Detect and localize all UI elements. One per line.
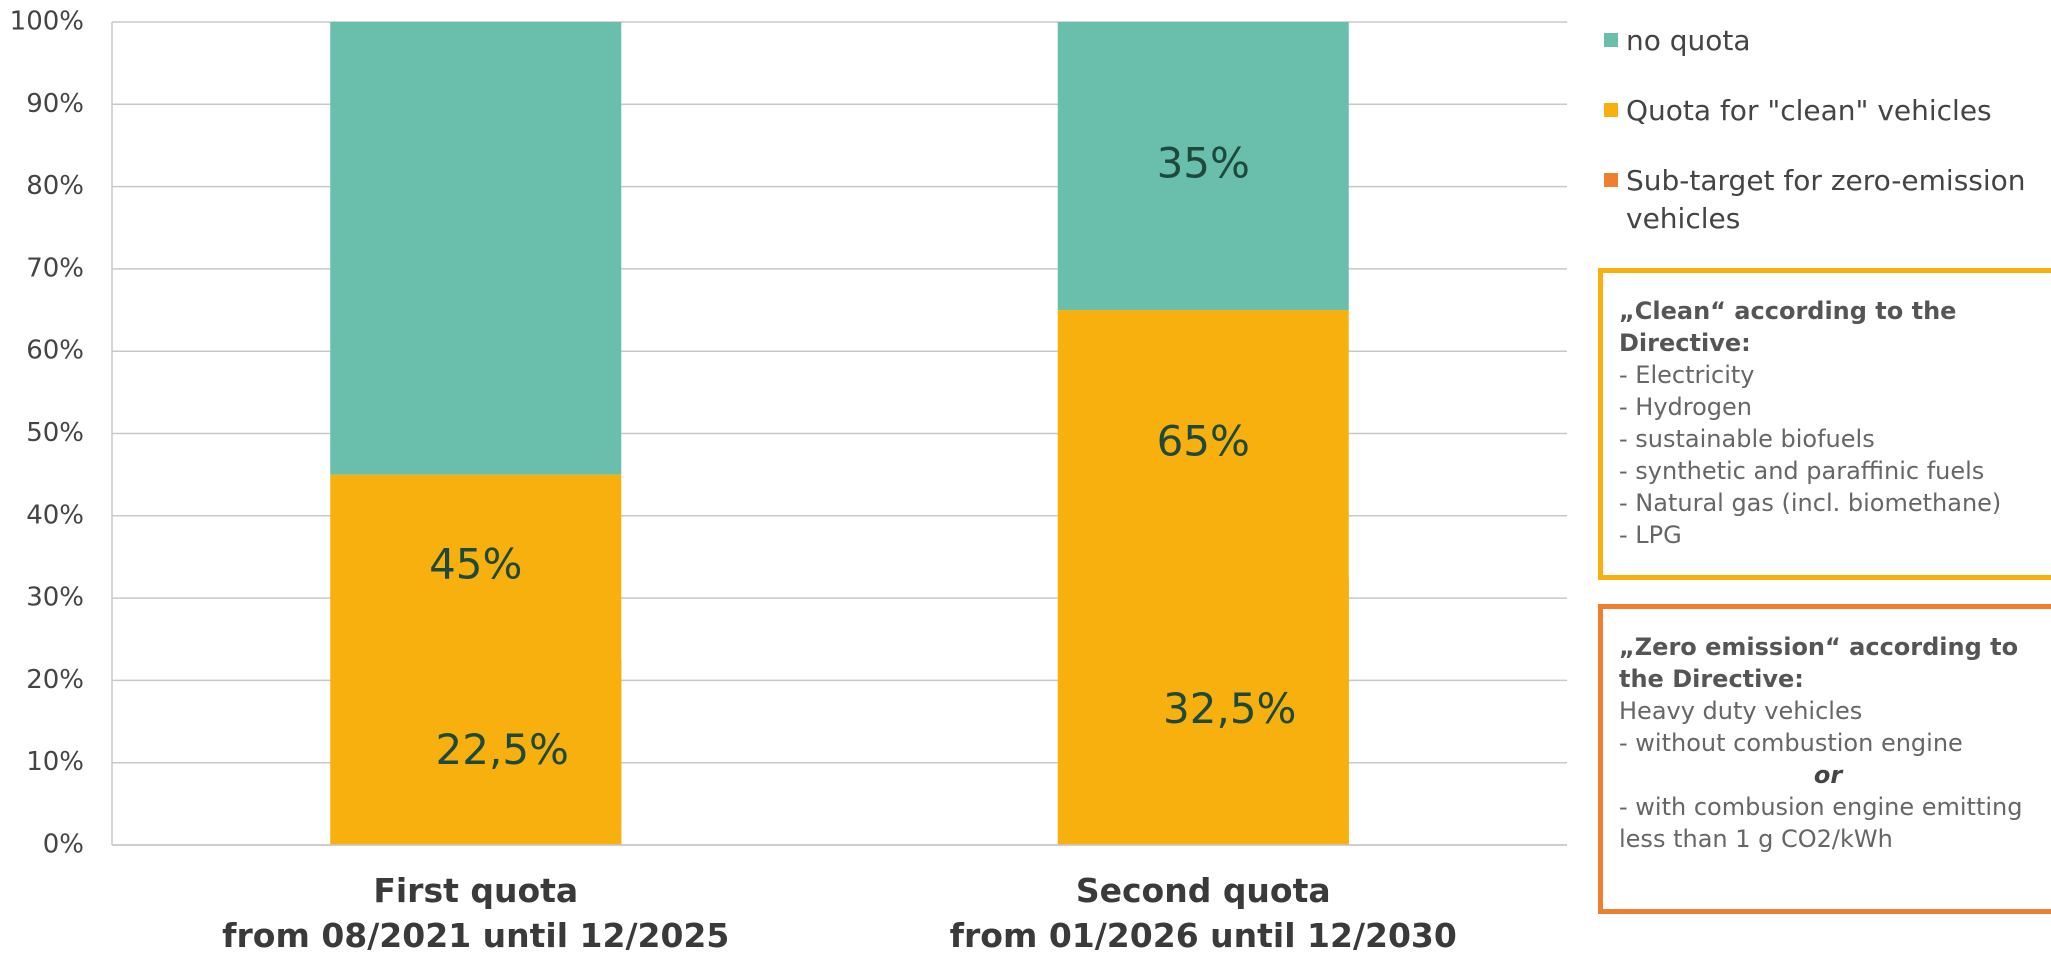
legend-entry: Sub-target for zero-emission vehicles [1604, 162, 2036, 238]
box-line: Heavy duty vehicles [1619, 697, 1863, 725]
y-tick-label: 10% [26, 747, 84, 777]
y-tick-label: 100% [10, 7, 84, 37]
y-tick-label: 40% [26, 500, 84, 530]
box-title: „Clean“ according to the Directive: [1619, 297, 1957, 357]
box-line: - with combusion engine emitting less th… [1619, 793, 2023, 853]
y-tick-label: 70% [26, 253, 84, 283]
y-tick-label: 90% [26, 89, 84, 119]
box-line: - Hydrogen [1619, 393, 1753, 421]
legend-swatch [1604, 103, 1618, 117]
info-box: „Zero emission“ according to the Directi… [1598, 604, 2051, 914]
y-tick-label: 0% [43, 830, 84, 860]
y-tick-label: 60% [26, 336, 84, 366]
legend-entry: no quota [1604, 22, 2036, 60]
value-label: 32,5% [1163, 684, 1296, 733]
legend-entry: Quota for "clean" vehicles [1604, 92, 2036, 130]
y-tick-label: 50% [26, 418, 84, 448]
legend-swatch [1604, 173, 1618, 187]
y-tick-label: 80% [26, 171, 84, 201]
value-label: 45% [429, 540, 522, 589]
box-line: or [1813, 761, 1843, 789]
box-line: - without combustion engine [1619, 729, 1963, 757]
box-line: - Natural gas (incl. biomethane) [1619, 489, 2002, 517]
box-title: „Zero emission“ according to the Directi… [1619, 633, 2019, 693]
info-box: „Clean“ according to the Directive: - El… [1598, 268, 2051, 580]
bar-segment [1057, 310, 1349, 845]
value-label: 35% [1157, 139, 1250, 188]
bar-segment [1057, 22, 1349, 311]
bar-segment [330, 22, 622, 475]
legend-swatch [1604, 33, 1618, 47]
value-label: 22,5% [436, 725, 569, 774]
x-tick-label: Second quota from 01/2026 until 12/2030 [949, 871, 1457, 955]
box-line: - sustainable biofuels [1619, 425, 1875, 453]
bar-segment [330, 474, 622, 845]
box-line: - synthetic and paraffinic fuels [1619, 457, 1985, 485]
x-tick-label: First quota from 08/2021 until 12/2025 [222, 871, 730, 955]
legend-label: no quota [1626, 24, 1751, 57]
legend-label: Quota for "clean" vehicles [1626, 94, 1992, 127]
box-line: - Electricity [1619, 361, 1755, 389]
value-label: 65% [1157, 416, 1250, 465]
y-tick-label: 30% [26, 583, 84, 613]
y-tick-label: 20% [26, 665, 84, 695]
legend-label: Sub-target for zero-emission vehicles [1626, 164, 2026, 235]
box-line: - LPG [1619, 521, 1682, 549]
